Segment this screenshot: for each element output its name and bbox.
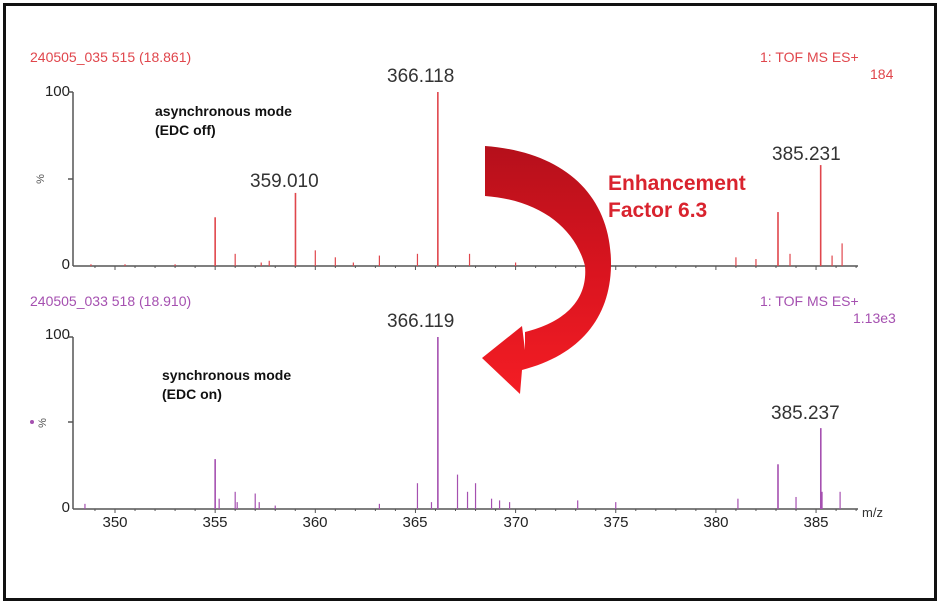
bottom-mode-label: synchronous mode (EDC on) (162, 366, 291, 404)
marker-dot (30, 420, 34, 424)
curved-arrow-icon (482, 146, 612, 394)
top-peak-label-385: 385.231 (772, 144, 841, 165)
x-axis-ticks (94, 266, 857, 513)
bottom-mode-line2: (EDC on) (162, 386, 222, 402)
top-spectrum-id: 240505_035 515 (18.861) (30, 49, 192, 65)
top-axes (68, 91, 858, 267)
x-tick-385: 385 (803, 514, 829, 531)
bottom-peak-label-366: 366.119 (387, 311, 455, 332)
bottom-scan-mode: 1: TOF MS ES+ (760, 293, 859, 309)
bottom-y-tick-0: 0 (61, 499, 70, 516)
top-mode-label: asynchronous mode (EDC off) (155, 102, 292, 140)
bottom-intensity: 1.13e3 (853, 310, 896, 326)
x-tick-365: 365 (402, 514, 428, 531)
bottom-mode-line1: synchronous mode (162, 367, 292, 383)
bottom-peak-label-385: 385.237 (771, 403, 840, 424)
top-spectrum-peaks (90, 92, 843, 266)
figure-frame (3, 3, 937, 601)
enhancement-annotation: Enhancement Factor 6.3 (608, 170, 746, 224)
top-peak-label-366: 366.118 (387, 66, 455, 87)
x-tick-360: 360 (302, 514, 328, 531)
top-y-tick-100: 100 (44, 83, 70, 100)
x-tick-355: 355 (202, 514, 228, 531)
top-peak-label-359: 359.010 (250, 171, 319, 192)
enhancement-line1: Enhancement (608, 172, 746, 195)
x-tick-350: 350 (102, 514, 128, 531)
top-mode-line2: (EDC off) (155, 122, 216, 138)
top-y-tick-0: 0 (61, 256, 70, 273)
x-tick-380: 380 (703, 514, 729, 531)
bottom-y-tick-100: 100 (44, 326, 70, 343)
enhancement-line2: Factor 6.3 (608, 199, 708, 222)
x-tick-370: 370 (503, 514, 529, 531)
top-scan-mode: 1: TOF MS ES+ (760, 49, 859, 65)
bottom-spectrum-id: 240505_033 518 (18.910) (30, 293, 192, 309)
top-mode-line1: asynchronous mode (155, 103, 292, 119)
x-tick-375: 375 (603, 514, 629, 531)
bottom-spectrum-peaks (84, 337, 841, 509)
top-intensity: 184 (870, 66, 894, 82)
bottom-axes (68, 336, 858, 510)
x-axis-unit: m/z (862, 505, 883, 520)
